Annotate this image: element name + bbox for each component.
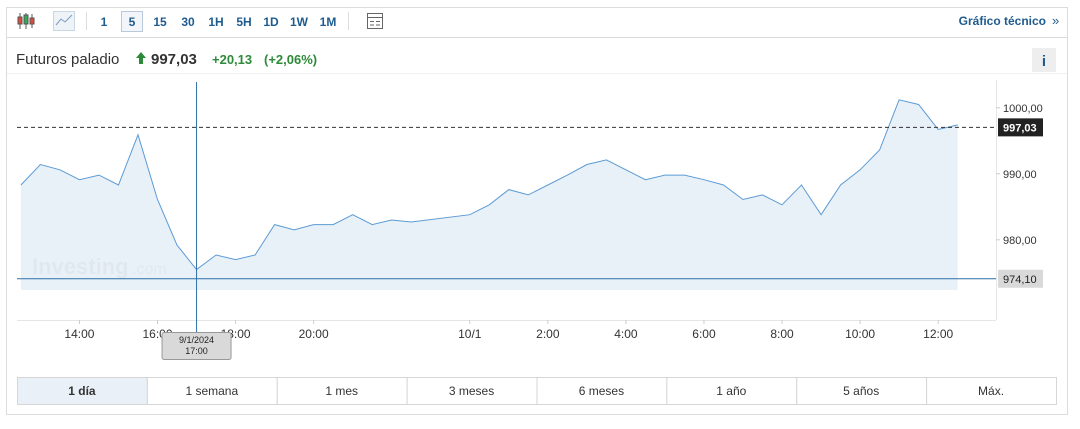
area xyxy=(20,99,958,290)
range-label[interactable]: 1 año xyxy=(716,384,746,398)
x-tick-label: 6:00 xyxy=(692,327,716,341)
range-label[interactable]: 6 meses xyxy=(579,384,624,398)
x-tick-label: 8:00 xyxy=(770,327,794,341)
change: +20,13 xyxy=(212,52,252,67)
interval-button[interactable]: 1M xyxy=(320,15,337,29)
change-pct: (+2,06%) xyxy=(264,52,317,67)
y-tick-label: 1000,00 xyxy=(1003,103,1043,115)
range-button[interactable] xyxy=(926,377,1057,405)
interval-button[interactable]: 1 xyxy=(101,15,108,29)
candle-icon[interactable] xyxy=(17,13,35,29)
crosshair-x-tag xyxy=(161,332,232,360)
interval-button[interactable]: 1W xyxy=(290,15,309,29)
range-button[interactable] xyxy=(146,377,278,405)
range-button[interactable] xyxy=(796,377,928,405)
last-price-label: 997,03 xyxy=(1003,122,1037,134)
table-icon[interactable] xyxy=(367,13,383,29)
instrument-name: Futuros paladio xyxy=(16,51,119,68)
range-button[interactable] xyxy=(276,377,408,405)
price-line xyxy=(20,99,958,271)
interval-button[interactable]: 5 xyxy=(129,15,136,29)
range-button[interactable] xyxy=(536,377,668,405)
technical-chart-link[interactable]: Gráfico técnico xyxy=(959,14,1046,28)
x-tick-label: 14:00 xyxy=(64,327,94,341)
y-tick-label: 990,00 xyxy=(1003,169,1037,181)
range-label[interactable]: 1 semana xyxy=(185,384,238,398)
range-label[interactable]: 3 meses xyxy=(449,384,494,398)
last-price-tag xyxy=(998,118,1043,137)
x-tick-label: 2:00 xyxy=(536,327,560,341)
active-interval-box xyxy=(121,11,143,32)
link-arrow[interactable]: » xyxy=(1052,13,1059,28)
area-icon[interactable] xyxy=(53,11,75,31)
info-button[interactable] xyxy=(1032,48,1056,72)
interval-button[interactable]: 15 xyxy=(153,15,167,29)
up-arrow xyxy=(136,52,146,64)
crosshair-y-label: 974,10 xyxy=(1003,274,1037,286)
crosshair-y-tag xyxy=(998,269,1043,288)
range-label[interactable]: 5 años xyxy=(843,384,879,398)
x-tick-label: 12:00 xyxy=(923,327,953,341)
y-tick-label: 980,00 xyxy=(1003,235,1037,247)
range-label[interactable]: 1 día xyxy=(68,384,96,398)
range-button[interactable] xyxy=(17,377,148,405)
x-tick-label: 4:00 xyxy=(614,327,638,341)
interval-button[interactable]: 1H xyxy=(208,15,223,29)
interval-button[interactable]: 5H xyxy=(236,15,251,29)
x-tick-label: 10:00 xyxy=(845,327,875,341)
interval-button[interactable]: 1D xyxy=(263,15,279,29)
price: 997,03 xyxy=(151,51,197,68)
crosshair-x-label: 9/1/2024 xyxy=(179,335,214,345)
x-tick-label: 10/1 xyxy=(458,327,482,341)
interval-button[interactable]: 30 xyxy=(181,15,195,29)
crosshair-x-label: 17:00 xyxy=(185,346,208,356)
x-tick-label: 20:00 xyxy=(299,327,329,341)
range-label[interactable]: 1 mes xyxy=(325,384,358,398)
range-button[interactable] xyxy=(406,377,538,405)
info-label[interactable]: i xyxy=(1042,53,1046,70)
range-button[interactable] xyxy=(666,377,798,405)
range-label[interactable]: Máx. xyxy=(978,384,1004,398)
